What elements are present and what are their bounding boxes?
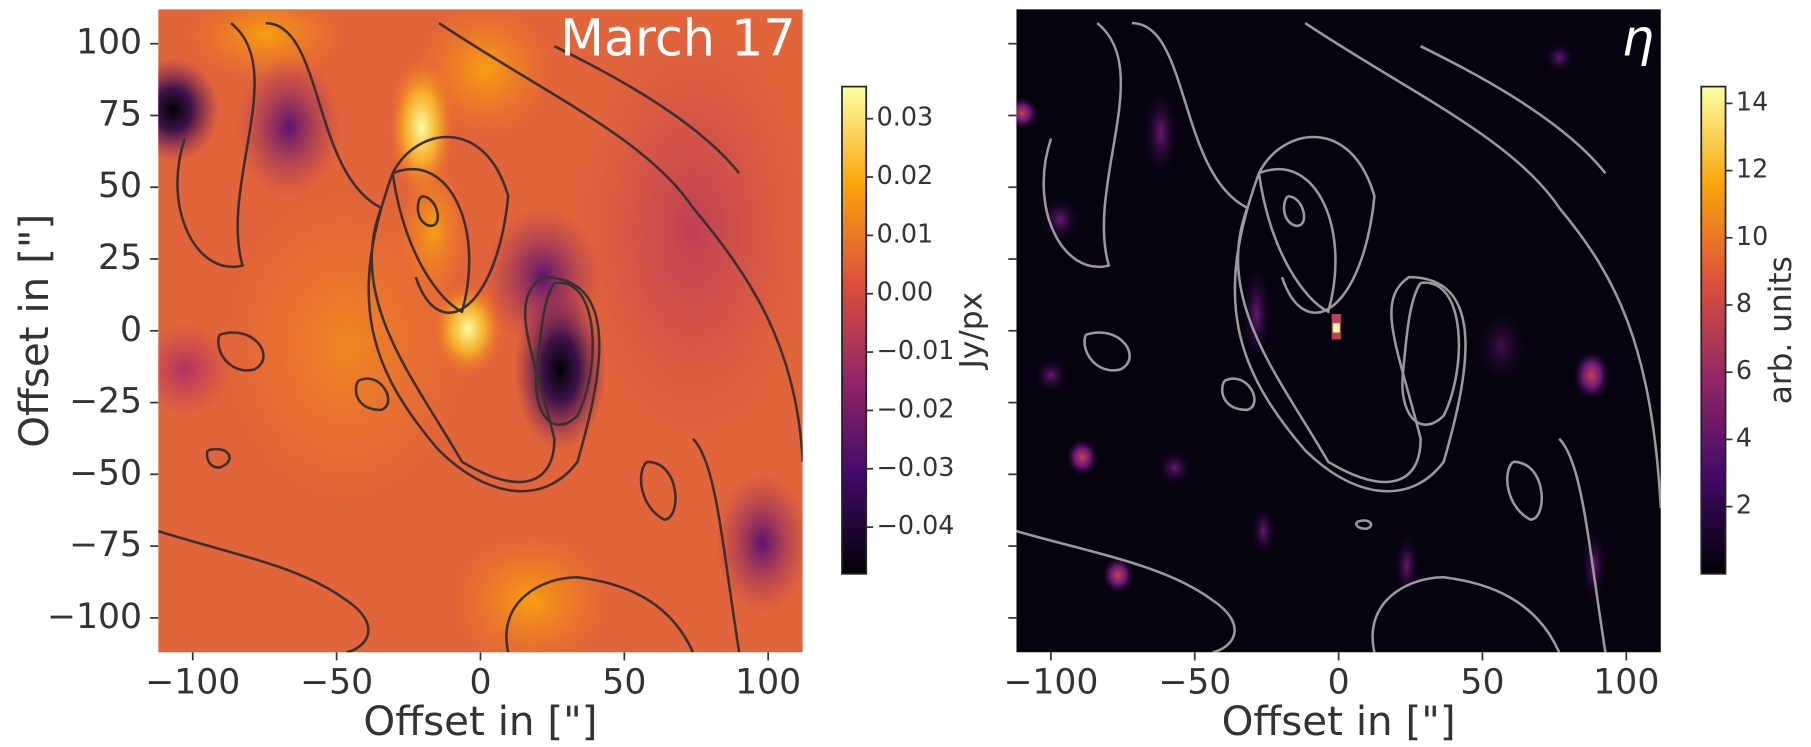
colorbar-tick-label: 12 xyxy=(1736,154,1768,184)
contours xyxy=(158,21,803,653)
y-axis-label: Offset in ["] xyxy=(10,214,58,448)
colorbar xyxy=(841,85,868,575)
colorbar-label: arb. units xyxy=(1763,256,1799,404)
colorbar-tick-label: 0.00 xyxy=(877,277,934,307)
x-tick-label: −50 xyxy=(1158,663,1231,703)
y-tick-label: −50 xyxy=(69,453,142,493)
colorbar-tick-label: −0.04 xyxy=(877,510,955,540)
x-tick-label: −50 xyxy=(300,663,373,703)
colorbar-tick-label: −0.01 xyxy=(877,335,955,365)
colorbar-tick-label: 0.02 xyxy=(877,160,934,190)
y-tick-label: 25 xyxy=(98,238,142,278)
x-tick-label: −100 xyxy=(1003,663,1098,703)
colorbar xyxy=(1700,85,1727,575)
colorbar-tick-label: 10 xyxy=(1736,221,1768,251)
y-tick-label: −75 xyxy=(69,525,142,565)
x-tick-label: 0 xyxy=(1328,663,1350,703)
panel-title: March 17 xyxy=(560,9,796,68)
x-tick-label: 100 xyxy=(735,663,801,703)
y-tick-label: 75 xyxy=(98,94,142,134)
y-tick-label: 50 xyxy=(98,166,142,206)
colorbar-tick-label: 0.01 xyxy=(877,218,934,248)
colorbar-label: Jy/px xyxy=(953,292,989,370)
x-tick-label: 50 xyxy=(602,663,646,703)
colorbar-tick-label: 2 xyxy=(1736,490,1752,520)
x-tick-label: 50 xyxy=(1460,663,1504,703)
heatmap-image xyxy=(1016,9,1661,653)
colorbar-tick-label: 14 xyxy=(1736,86,1768,116)
colorbar-tick-label: −0.03 xyxy=(877,452,955,482)
y-tick-label: −25 xyxy=(69,382,142,422)
colorbar-tick-label: 0.03 xyxy=(877,102,934,132)
x-tick-label: 0 xyxy=(469,663,491,703)
colorbar-tick-label: 4 xyxy=(1736,422,1752,452)
y-tick-label: −100 xyxy=(47,597,142,637)
colorbar-tick-label: 6 xyxy=(1736,355,1752,385)
colorbar-tick-label: −0.02 xyxy=(877,393,955,423)
colorbar-tick-label: 8 xyxy=(1736,288,1752,318)
x-axis-label: Offset in ["] xyxy=(1222,697,1456,745)
contours xyxy=(1016,21,1661,653)
y-tick-label: 100 xyxy=(76,23,142,63)
panel-title: η xyxy=(1622,9,1654,68)
heatmap-image xyxy=(158,9,803,653)
y-tick-label: 0 xyxy=(120,310,142,350)
x-tick-label: −100 xyxy=(145,663,240,703)
x-tick-label: 100 xyxy=(1593,663,1659,703)
x-axis-label: Offset in ["] xyxy=(363,697,597,745)
